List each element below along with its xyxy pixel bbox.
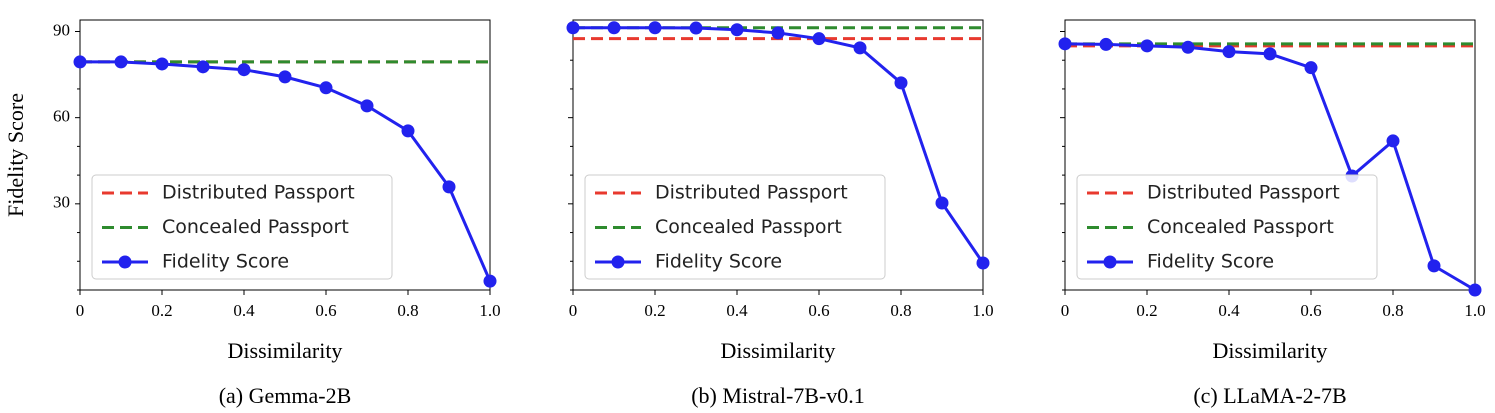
x-tick-label: 0 [76, 301, 85, 320]
plot-frame [79, 19, 491, 291]
point [853, 41, 867, 55]
x-tick-label: 0.6 [315, 301, 336, 320]
y-tick-label: 60 [53, 107, 70, 126]
point [401, 124, 415, 138]
y-axis-label: Fidelity Score [3, 93, 28, 217]
point [1263, 47, 1277, 61]
point [894, 76, 908, 90]
point [360, 99, 374, 113]
legend-label: Concealed Passport [162, 216, 349, 238]
legend-label: Fidelity Score [655, 251, 782, 273]
x-axis-label: Dissimilarity [228, 338, 343, 363]
legend-label: Fidelity Score [162, 251, 289, 273]
point [1140, 39, 1154, 53]
point [196, 60, 210, 74]
point [319, 81, 333, 95]
point [73, 55, 87, 69]
point [771, 26, 785, 40]
legend-box [584, 174, 886, 280]
legend-marker [1103, 255, 1117, 269]
caption: (b) Mistral-7B-v0.1 [691, 383, 865, 408]
point [1304, 61, 1318, 75]
point [1181, 40, 1195, 54]
point [648, 21, 662, 35]
x-tick-label: 1.0 [1464, 301, 1485, 320]
x-tick-label: 0 [569, 301, 578, 320]
x-axis-label: Dissimilarity [1213, 338, 1328, 363]
plot-frame [572, 19, 984, 291]
x-tick-label: 0.4 [726, 301, 748, 320]
point [442, 180, 456, 194]
point [1058, 37, 1072, 51]
caption: (a) Gemma-2B [219, 383, 352, 408]
legend-box [1076, 174, 1378, 280]
point [689, 21, 703, 35]
point [237, 63, 251, 77]
point [976, 256, 990, 270]
x-tick-label: 0.4 [233, 301, 255, 320]
point [812, 32, 826, 46]
x-tick-label: 0.2 [151, 301, 172, 320]
y-tick-label: 30 [53, 193, 70, 212]
legend-label: Distributed Passport [655, 182, 848, 204]
point [1427, 259, 1441, 273]
x-tick-label: 1.0 [972, 301, 993, 320]
legend-label: Distributed Passport [162, 182, 355, 204]
point [1099, 37, 1113, 51]
point [114, 55, 128, 69]
caption: (c) LLaMA-2-7B [1193, 383, 1346, 408]
legend-label: Fidelity Score [1147, 251, 1274, 273]
point [1386, 134, 1400, 148]
point [483, 274, 497, 288]
x-tick-label: 0.6 [1300, 301, 1321, 320]
point [607, 21, 621, 35]
point [1468, 283, 1482, 297]
legend-label: Distributed Passport [1147, 182, 1340, 204]
x-tick-label: 0.8 [397, 301, 418, 320]
x-tick-label: 0 [1061, 301, 1070, 320]
x-tick-label: 0.8 [890, 301, 911, 320]
point [278, 70, 292, 84]
legend-label: Concealed Passport [655, 216, 842, 238]
legend-marker [611, 255, 625, 269]
point [730, 23, 744, 37]
x-tick-label: 0.4 [1218, 301, 1240, 320]
point [155, 57, 169, 71]
plot-frame [1064, 19, 1476, 291]
x-tick-label: 0.2 [1136, 301, 1157, 320]
point [1222, 45, 1236, 59]
legend-marker [118, 255, 132, 269]
legend-box [91, 174, 393, 280]
point [566, 21, 580, 35]
point [935, 196, 949, 210]
x-tick-label: 0.2 [644, 301, 665, 320]
x-tick-label: 1.0 [479, 301, 500, 320]
x-tick-label: 0.6 [808, 301, 829, 320]
legend-label: Concealed Passport [1147, 216, 1334, 238]
y-tick-label: 90 [53, 20, 70, 39]
x-tick-label: 0.8 [1382, 301, 1403, 320]
x-axis-label: Dissimilarity [721, 338, 836, 363]
